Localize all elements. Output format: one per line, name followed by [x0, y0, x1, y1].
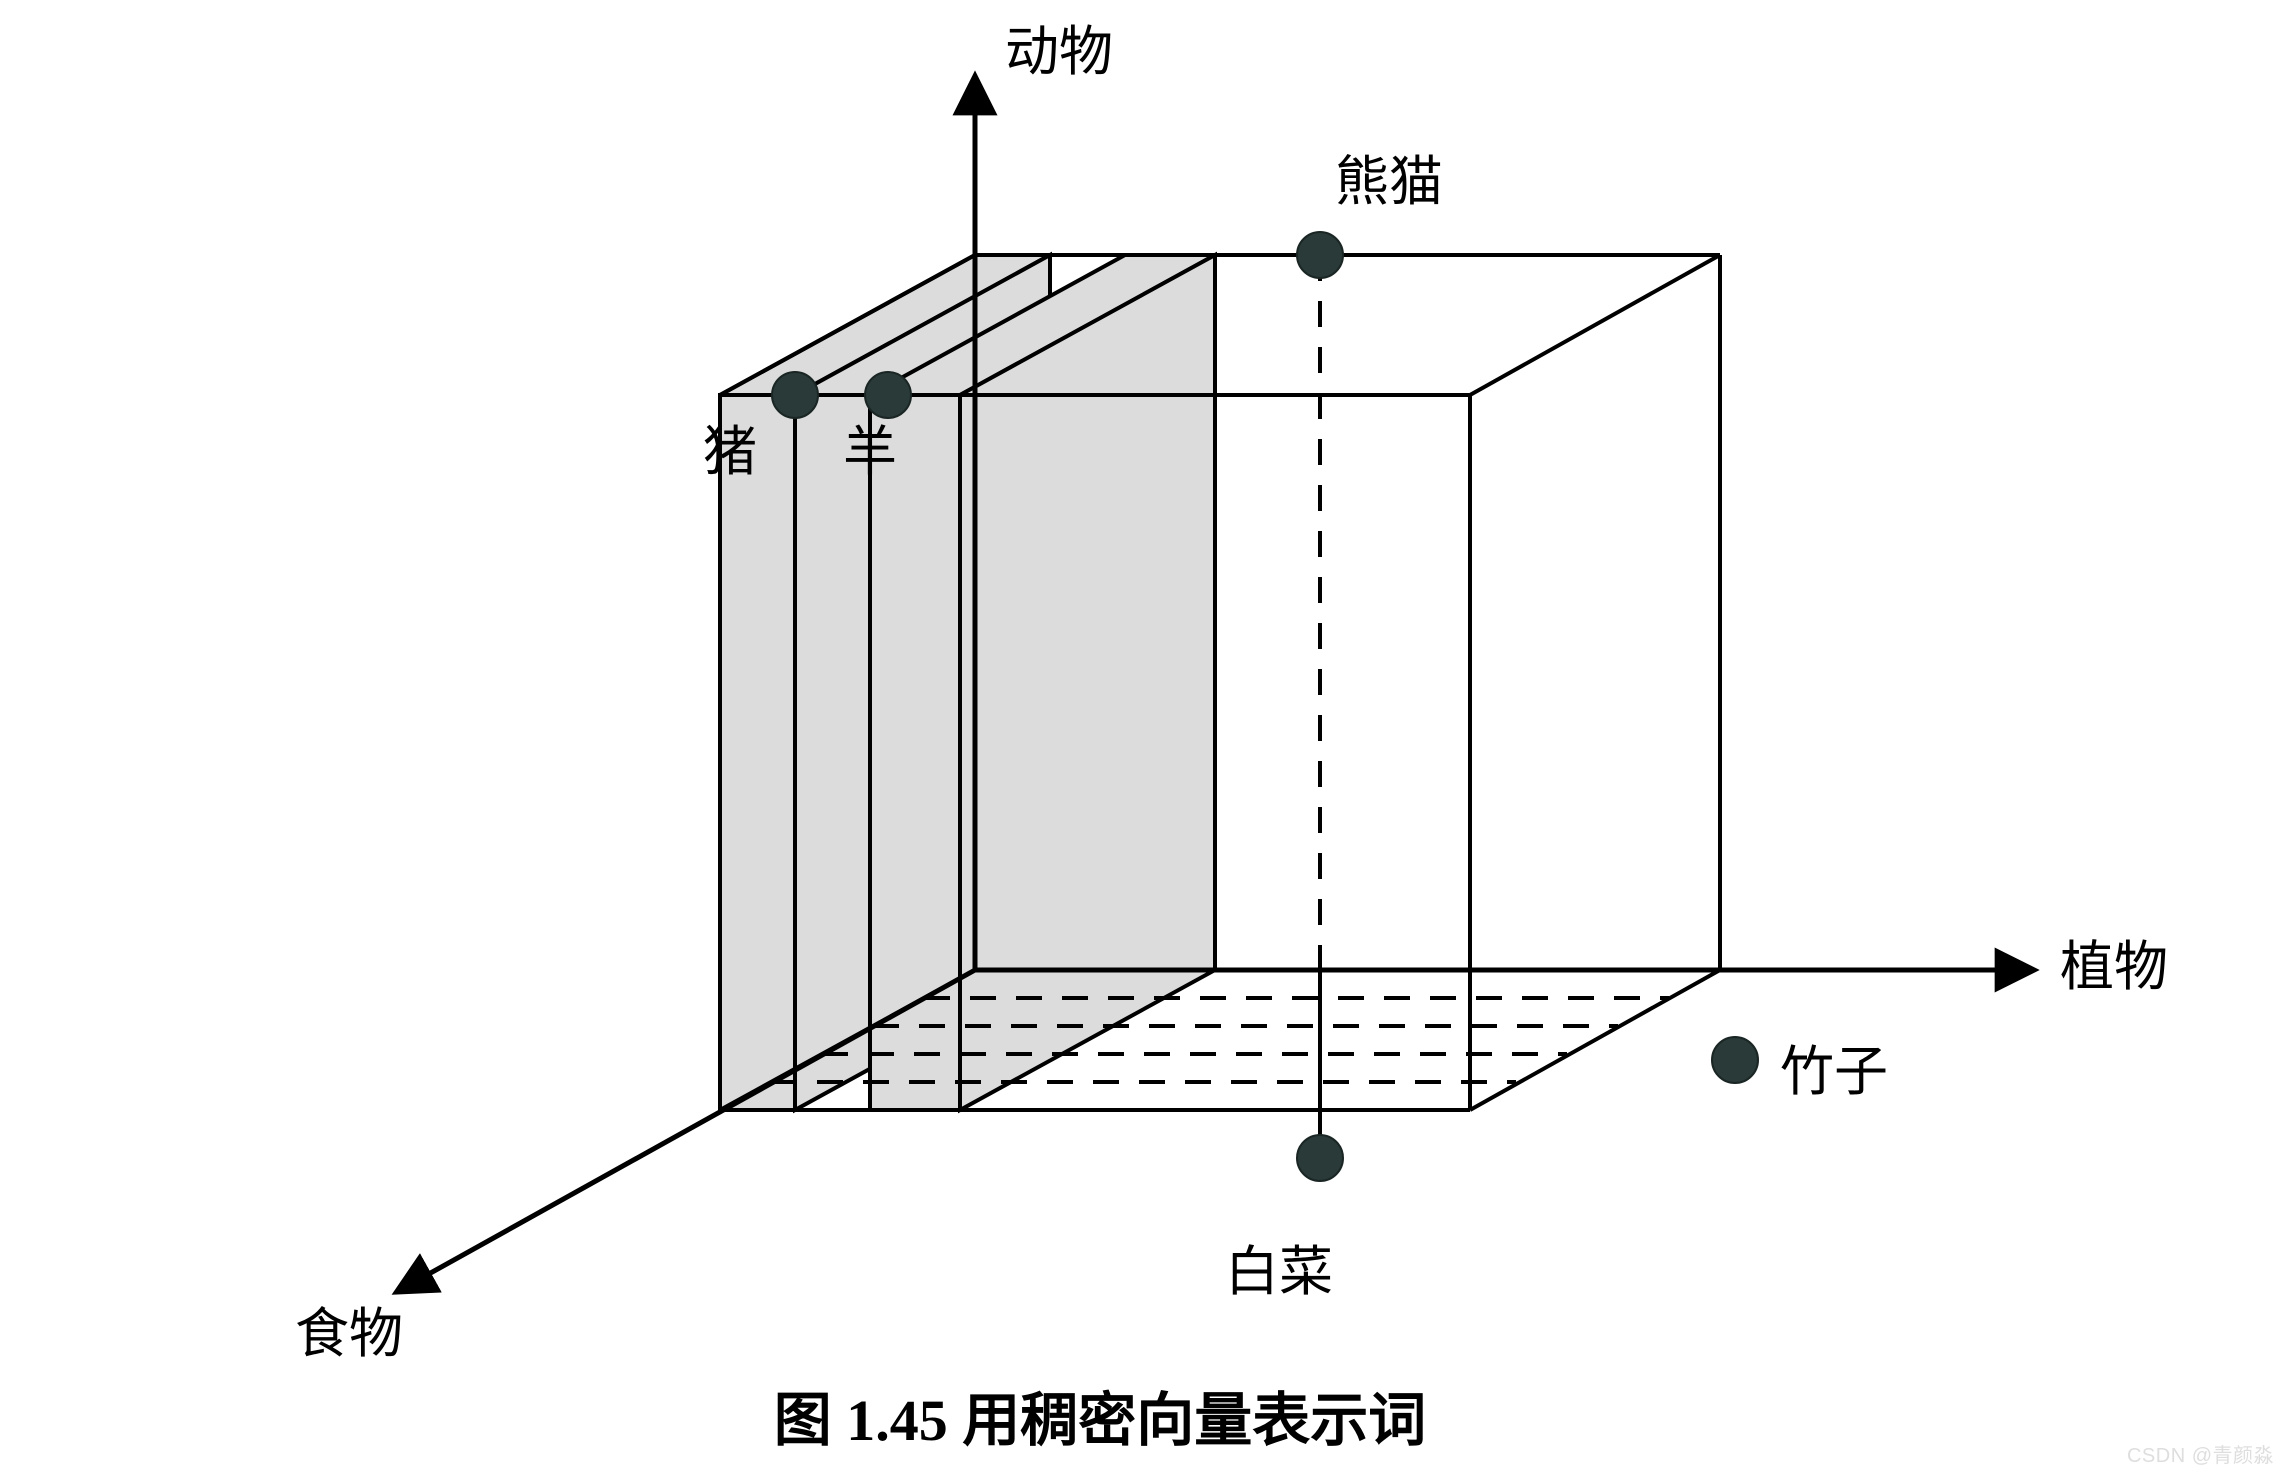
point-label-pig: 猪 [703, 422, 757, 482]
vector-diagram: 动物植物食物 熊猫猪 羊白菜 竹子图 1.45 用稠密向量表示词 [0, 0, 2286, 1478]
point-label-cabbage: 白菜 [1225, 1242, 1333, 1302]
watermark: CSDN @青颜淼 [2127, 1439, 2274, 1468]
point-label-panda: 熊猫 [1335, 152, 1443, 212]
figure-caption: 图 1.45 用稠密向量表示词 [774, 1388, 1427, 1453]
point-label-sheep: 羊 [843, 422, 897, 482]
point-label-bamboo: 竹子 [1780, 1042, 1888, 1102]
axis-label-x: 植物 [2060, 937, 2168, 997]
axis-label-y: 食物 [295, 1304, 403, 1364]
diagram-canvas: 动物植物食物 熊猫猪 羊白菜 竹子图 1.45 用稠密向量表示词 CSDN @青颜淼 [0, 0, 2286, 1478]
axis-label-z: 动物 [1005, 22, 1113, 82]
